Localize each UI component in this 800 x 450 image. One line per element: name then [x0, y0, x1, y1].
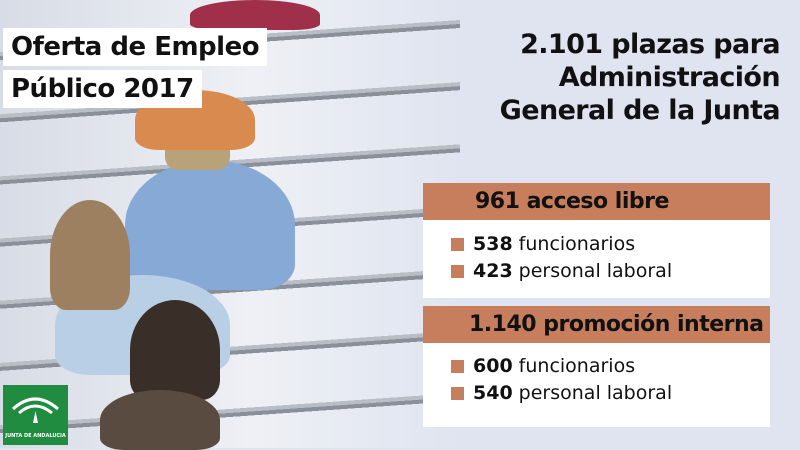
title-line-1: Oferta de Empleo — [3, 28, 268, 66]
headline: 2.101 plazas para Administración General… — [470, 28, 781, 127]
list-item: 540 personal laboral — [423, 380, 770, 407]
person-figure — [130, 300, 220, 400]
bullet-square-icon — [451, 360, 464, 373]
bullet-square-icon — [451, 238, 464, 251]
bullet-square-icon — [451, 387, 464, 400]
list-item: 600 funcionarios — [423, 353, 770, 380]
exam-hall-photo — [0, 0, 460, 450]
section-body-acceso-libre: 538 funcionarios 423 personal laboral — [423, 220, 770, 298]
person-figure — [50, 200, 130, 310]
section-body-promocion-interna: 600 funcionarios 540 personal laboral — [423, 343, 770, 427]
person-figure — [125, 160, 295, 290]
title-line-2: Público 2017 — [3, 70, 202, 108]
item-label: personal laboral — [518, 260, 673, 282]
headline-line-3: General de la Junta — [499, 95, 781, 126]
person-figure — [100, 390, 220, 450]
item-label: funcionarios — [518, 233, 636, 255]
item-count: 538 — [473, 233, 513, 255]
junta-de-andalucia-logo: JUNTA DE ANDALUCIA — [3, 385, 68, 445]
logo-arches-icon — [11, 397, 59, 423]
headline-line-2: Administración — [558, 62, 781, 93]
headline-line-1: 2.101 plazas para — [520, 29, 781, 60]
bullet-square-icon — [451, 265, 464, 278]
list-item: 538 funcionarios — [423, 231, 770, 258]
section-header-acceso-libre: 961 acceso libre — [423, 183, 770, 220]
logo-text: JUNTA DE ANDALUCIA — [5, 433, 66, 439]
item-label: personal laboral — [518, 382, 673, 404]
section-header-promocion-interna: 1.140 promoción interna — [423, 306, 770, 343]
item-label: funcionarios — [518, 355, 636, 377]
item-count: 540 — [473, 382, 513, 404]
item-count: 423 — [473, 260, 513, 282]
item-count: 600 — [473, 355, 513, 377]
list-item: 423 personal laboral — [423, 258, 770, 285]
person-figure — [190, 0, 320, 30]
